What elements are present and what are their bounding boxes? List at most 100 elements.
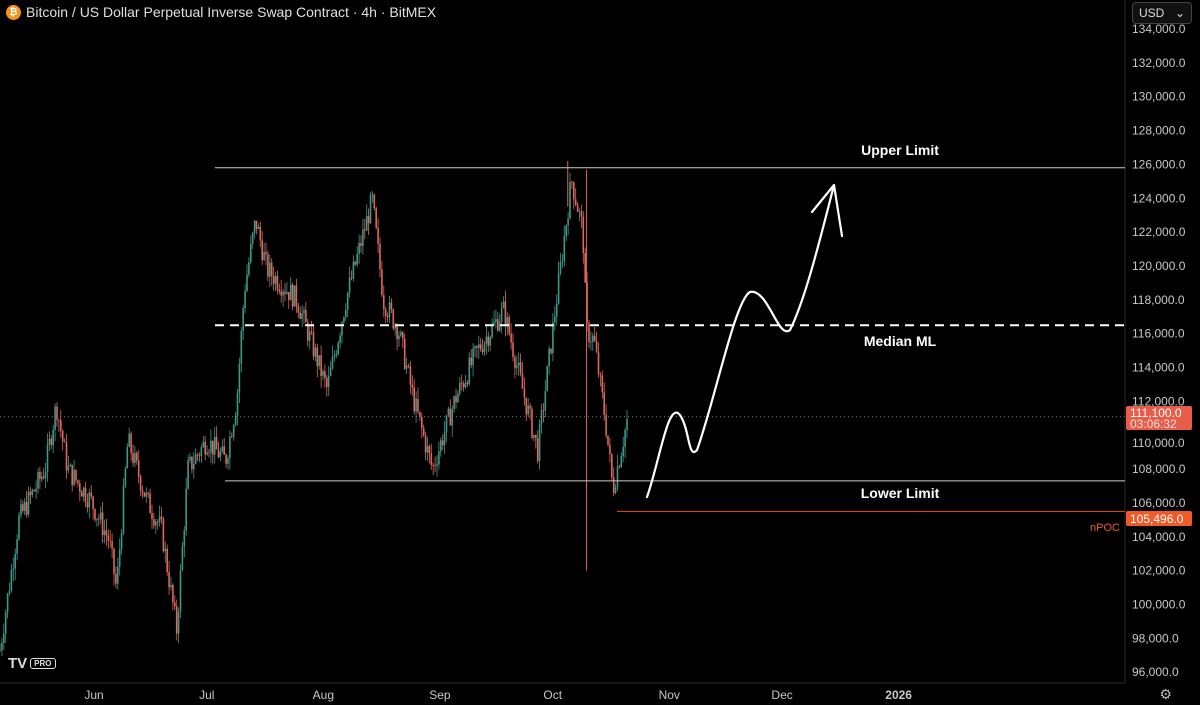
candle-body: [441, 440, 444, 446]
candle-body: [312, 332, 315, 357]
candle-body: [12, 568, 15, 570]
candle-body: [274, 275, 277, 284]
candle-body: [37, 472, 39, 489]
candle-body: [548, 348, 550, 366]
candle-body: [533, 434, 535, 438]
candle-body: [388, 302, 391, 318]
candle-body: [573, 182, 575, 200]
candle-body: [462, 383, 465, 388]
candle-body: [0, 650, 1, 651]
candle-body: [198, 455, 201, 457]
gear-icon[interactable]: ⚙: [1159, 686, 1172, 702]
price-axis[interactable]: 96,000.0 98,000.0 100,000.0 102,000.0 104,00…: [1132, 22, 1186, 679]
tradingview-logo[interactable]: TV PRO: [8, 655, 56, 672]
time-tick-label: Nov: [659, 688, 680, 702]
candle-body: [63, 441, 66, 443]
price-tick-label: 116,000.0: [1132, 327, 1185, 341]
candle-body: [316, 347, 319, 367]
candle-body: [333, 355, 336, 358]
candle-body: [571, 182, 573, 183]
candle-body: [438, 451, 440, 465]
candle-body: [407, 365, 410, 367]
candle-body: [546, 365, 548, 392]
candle-body: [193, 463, 195, 470]
candle-body: [54, 406, 56, 430]
candle-body: [569, 182, 571, 219]
candle-body: [170, 584, 172, 588]
candle-body: [202, 441, 205, 447]
candle-body: [94, 509, 96, 520]
candle-body: [365, 216, 368, 231]
candle-body: [156, 521, 159, 523]
candle-body: [538, 423, 541, 462]
candle-body: [90, 492, 92, 497]
candle-body: [208, 452, 210, 454]
candle-body: [379, 243, 381, 270]
candle-body: [443, 432, 446, 446]
candle-body: [291, 284, 294, 307]
candle-body: [126, 446, 129, 469]
candle-body: [120, 533, 123, 550]
candle-body: [251, 233, 254, 244]
candle-body: [421, 416, 423, 429]
candle-body: [308, 331, 311, 341]
candle-body: [288, 291, 290, 301]
candle-body: [128, 433, 130, 447]
price-tick-label: 132,000.0: [1132, 56, 1186, 70]
candle-body: [479, 344, 482, 350]
candle-body: [73, 469, 75, 486]
candle-body: [595, 340, 598, 352]
candle-body: [508, 316, 510, 334]
candle-body: [354, 261, 357, 265]
candle-body: [96, 518, 98, 520]
candle-body: [113, 548, 115, 574]
candle-body: [166, 548, 168, 572]
candle-body: [519, 362, 522, 374]
candle-body: [360, 242, 362, 247]
candle-body: [516, 365, 518, 369]
candle-body: [155, 521, 157, 526]
price-tick-label: 122,000.0: [1132, 225, 1186, 239]
price-tick-label: 108,000.0: [1132, 462, 1186, 476]
candle-body: [221, 446, 224, 452]
time-axis[interactable]: Jun Jul Aug Sep Oct Nov Dec 2026: [84, 688, 912, 702]
candle-body: [248, 262, 250, 275]
candle-body: [234, 415, 237, 426]
candle-body: [136, 452, 138, 461]
currency-dropdown[interactable]: USD ⌄: [1132, 2, 1192, 24]
candle-body: [489, 336, 491, 346]
candle-body: [531, 408, 533, 438]
symbol-title: Bitcoin / US Dollar Perpetual Inverse Sw…: [26, 4, 437, 20]
candle-body: [270, 262, 273, 277]
candle-body: [244, 291, 246, 309]
candle-body: [449, 408, 452, 426]
candle-body: [139, 476, 142, 491]
candle-body: [265, 252, 267, 255]
candle-body: [607, 435, 609, 445]
candle-body: [386, 315, 389, 318]
candle-body: [219, 451, 222, 458]
candle-body: [375, 208, 377, 228]
candle-body: [282, 291, 284, 296]
candle-body: [98, 518, 100, 520]
candle-body: [331, 357, 334, 369]
candle-body: [618, 466, 621, 468]
candle-body: [392, 309, 395, 329]
levels: [0, 167, 1125, 512]
candle-body: [280, 291, 282, 296]
candle-body: [118, 549, 121, 567]
candle-body: [419, 411, 421, 417]
candles: [0, 161, 628, 657]
candle-body: [137, 460, 140, 477]
candle-body: [396, 325, 398, 340]
candle-body: [134, 452, 136, 463]
candle-body: [487, 336, 490, 346]
candle-body: [466, 382, 469, 384]
candle-body: [364, 229, 366, 231]
candle-body: [329, 368, 332, 377]
candle-body: [554, 316, 556, 323]
candle-body: [348, 277, 351, 293]
candle-body: [561, 260, 564, 262]
price-tick-label: 104,000.0: [1132, 530, 1186, 544]
